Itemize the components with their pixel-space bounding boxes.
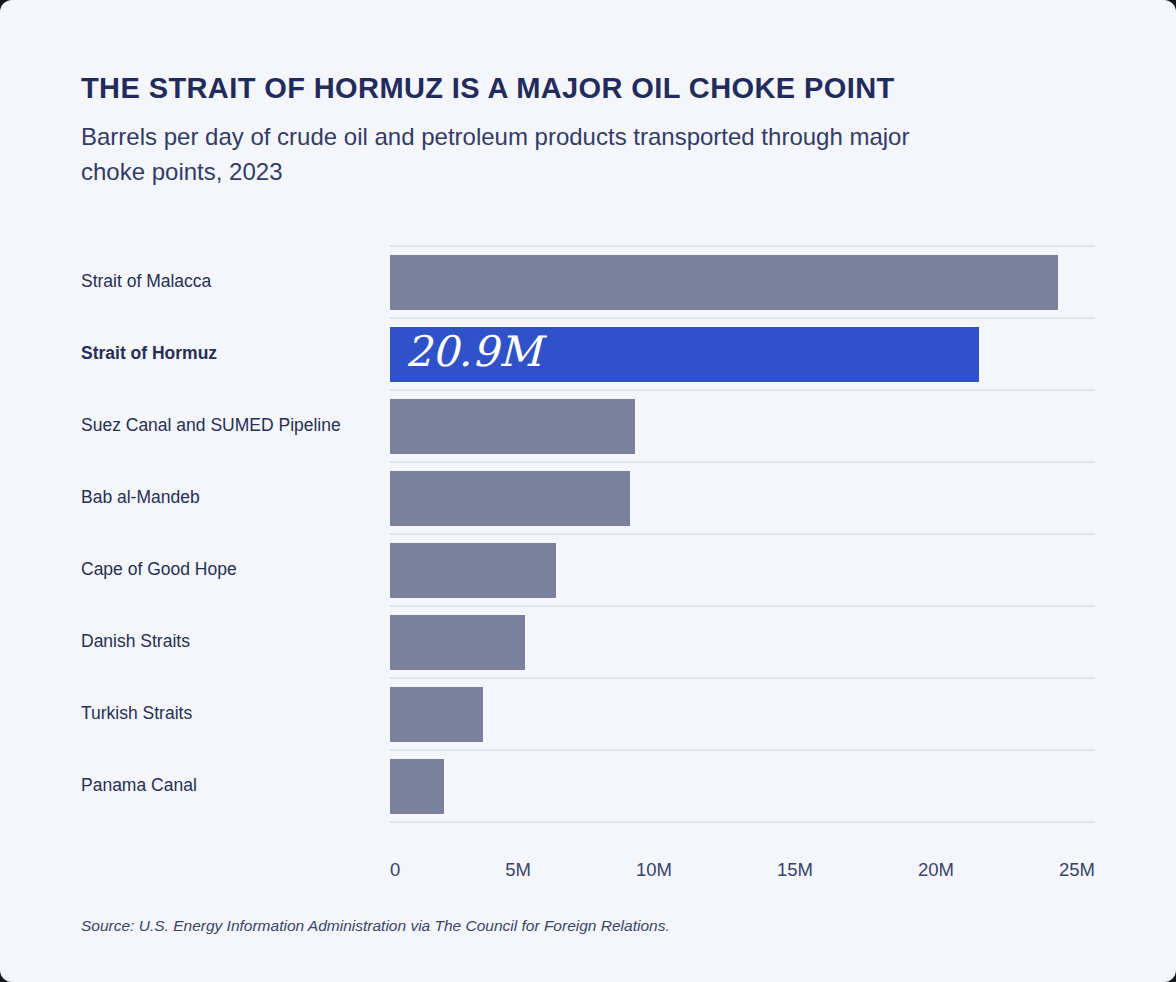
category-label: Suez Canal and SUMED Pipeline [81,389,390,461]
chart-subtitle: Barrels per day of crude oil and petrole… [81,119,961,189]
x-axis-tick-25m: 25M [1059,859,1095,881]
x-axis-tick-0: 0 [390,859,400,881]
baseline-gridline [390,821,1095,823]
category-label: Bab al-Mandeb [81,461,390,533]
bar-cape-of-good-hope [390,543,556,598]
row-strait-of-hormuz: Strait of Hormuz 20.9M [81,317,1095,389]
bar-bab-al-mandeb [390,471,630,526]
row-turkish-straits: Turkish Straits [81,677,1095,749]
plot-area [390,677,1095,749]
chart-card: THE STRAIT OF HORMUZ IS A MAJOR OIL CHOK… [0,0,1176,982]
plot-area [390,245,1095,317]
bar-turkish-straits [390,687,483,742]
plot-area [390,533,1095,605]
category-label: Strait of Hormuz [81,317,390,389]
source-note: Source: U.S. Energy Information Administ… [81,917,1095,935]
plot-area [390,749,1095,821]
x-axis-tick-20m: 20M [918,859,954,881]
plot-area [390,389,1095,461]
category-label: Cape of Good Hope [81,533,390,605]
bar-panama-canal [390,759,444,814]
row-strait-of-malacca: Strait of Malacca [81,245,1095,317]
row-cape-of-good-hope: Cape of Good Hope [81,533,1095,605]
bar-chart: Strait of Malacca Strait of Hormuz 20.9M… [81,245,1095,821]
category-label: Danish Straits [81,605,390,677]
x-axis-tick-5m: 5M [505,859,531,881]
bar-danish-straits [390,615,525,670]
category-label: Strait of Malacca [81,245,390,317]
row-danish-straits: Danish Straits [81,605,1095,677]
bar-suez-canal-and-sumed-pipeline [390,399,635,454]
bar-strait-of-malacca [390,255,1058,310]
plot-area: 20.9M [390,317,1095,389]
x-axis-tick-15m: 15M [777,859,813,881]
category-label: Turkish Straits [81,677,390,749]
x-axis-tick-10m: 10M [636,859,672,881]
category-label: Panama Canal [81,749,390,821]
x-axis: 0 5M 10M 15M 20M 25M [390,859,1095,881]
bar-strait-of-hormuz: 20.9M [390,327,979,382]
chart-title: THE STRAIT OF HORMUZ IS A MAJOR OIL CHOK… [81,73,1095,103]
row-panama-canal: Panama Canal [81,749,1095,821]
plot-area [390,461,1095,533]
plot-area [390,605,1095,677]
bar-value-label: 20.9M [390,331,542,373]
row-suez-canal-and-sumed-pipeline: Suez Canal and SUMED Pipeline [81,389,1095,461]
row-bab-al-mandeb: Bab al-Mandeb [81,461,1095,533]
